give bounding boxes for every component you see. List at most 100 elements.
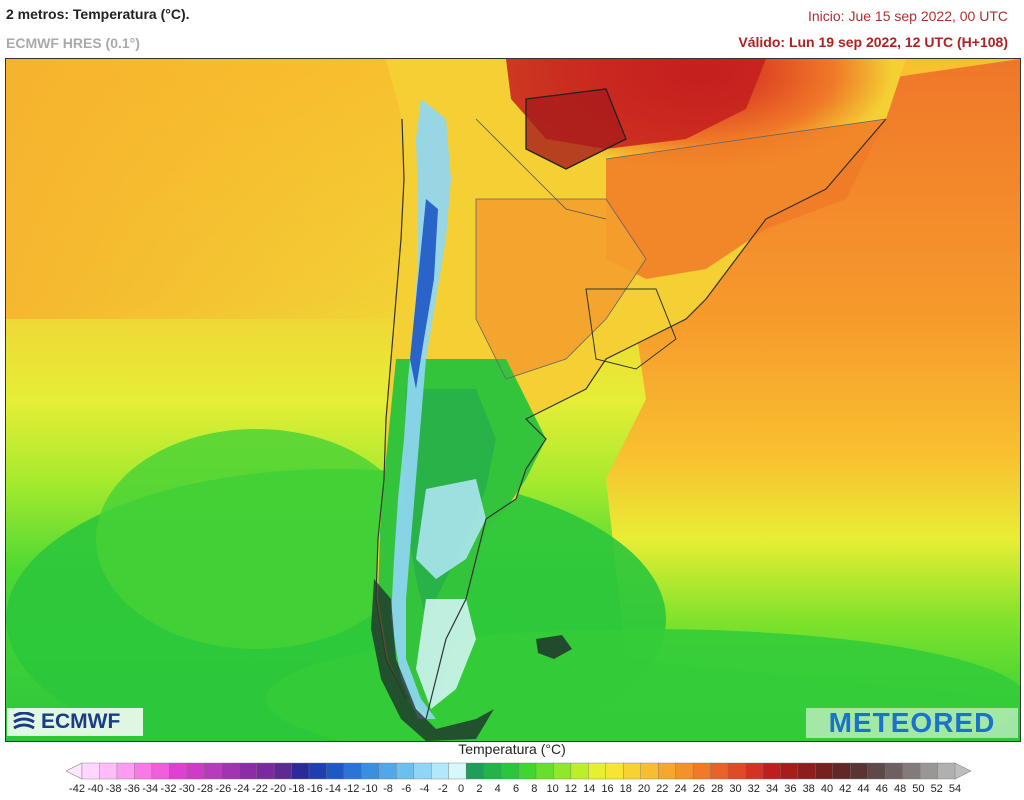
scale-swatch	[483, 762, 502, 780]
scale-swatch	[291, 762, 310, 780]
scale-tick-label: 28	[711, 783, 724, 795]
scale-swatch	[169, 762, 188, 780]
scale-tick-label: -30	[178, 783, 195, 795]
ecmwf-logo-text: ECMWF	[41, 710, 121, 733]
scale-swatch	[850, 762, 869, 780]
scale-max-arrow	[954, 762, 971, 780]
scale-tick-label: 42	[839, 783, 852, 795]
scale-swatch	[762, 762, 781, 780]
scale-tick-label: 4	[494, 783, 501, 795]
scale-tick-label: -20	[270, 783, 287, 795]
scale-swatch	[919, 762, 939, 780]
scale-tick-label: -10	[361, 783, 378, 795]
scale-swatch	[884, 762, 904, 780]
scale-swatch	[448, 762, 467, 780]
scale-tick-label: -8	[383, 783, 393, 795]
valid-time: Válido: Lun 19 sep 2022, 12 UTC (H+108)	[738, 34, 1008, 50]
scale-tick-label: -22	[251, 783, 268, 795]
scale-tick-label: -26	[215, 783, 232, 795]
scale-tick-label: 2	[476, 783, 483, 795]
scale-tick-label: 24	[674, 783, 687, 795]
color-scale-ticks: -42 -40 -38 -36 -34 -32 -30 -28 -26 -24 -22 -20 -18-…	[0, 783, 1024, 799]
legend-title: Temperatura (°C)	[458, 741, 566, 757]
scale-swatch	[326, 762, 345, 780]
scale-tick-label: 44	[857, 783, 870, 795]
scale-swatch	[588, 762, 607, 780]
scale-tick-label: -40	[87, 783, 104, 795]
scale-swatch	[692, 762, 712, 780]
scale-swatch	[413, 762, 432, 780]
scale-tick-label: -16	[306, 783, 323, 795]
meteored-logo-text: METEORED	[828, 707, 996, 738]
scale-swatch	[902, 762, 921, 780]
scale-swatch	[710, 762, 729, 780]
scale-tick-label: 12	[564, 783, 578, 795]
scale-tick-label: -6	[401, 783, 412, 795]
scale-tick-label: 32	[747, 783, 760, 795]
scale-swatch	[745, 762, 764, 780]
scale-tick-label: -42	[69, 783, 85, 795]
scale-swatch	[518, 762, 537, 780]
meteored-logo[interactable]: METEORED	[806, 707, 1018, 738]
scale-swatch	[675, 762, 694, 780]
scale-tick-label: -12	[343, 783, 360, 795]
scale-swatch	[116, 762, 135, 780]
scale-tick-label: 54	[948, 783, 962, 795]
scale-swatch	[553, 762, 572, 780]
scale-swatch	[396, 762, 415, 780]
scale-swatch	[343, 762, 362, 780]
scale-swatch	[780, 762, 799, 780]
scale-swatch	[657, 762, 677, 780]
scale-swatch	[727, 762, 746, 780]
scale-swatch	[797, 762, 816, 780]
scale-tick-label: 26	[692, 783, 706, 795]
scale-tick-label: 6	[512, 783, 520, 795]
scale-tick-label: 40	[820, 783, 834, 795]
scale-swatch	[867, 762, 886, 780]
scale-swatch	[623, 762, 642, 780]
scale-swatch	[238, 762, 258, 780]
scale-tick-label: 48	[893, 783, 907, 795]
scale-tick-label: 46	[875, 783, 888, 795]
scale-tick-label: -32	[160, 783, 177, 795]
temperature-map[interactable]	[5, 58, 1021, 742]
scale-swatch	[99, 762, 118, 780]
model-label: ECMWF HRES (0.1°)	[6, 35, 140, 51]
scale-tick-label: 20	[637, 783, 651, 795]
scale-tick-label: -2	[437, 783, 448, 795]
scale-tick-label: -18	[288, 783, 305, 795]
scale-min-arrow	[66, 762, 83, 780]
scale-tick-label: -34	[142, 783, 159, 795]
scale-swatch	[832, 762, 851, 780]
scale-swatch	[815, 762, 834, 780]
scale-swatch	[256, 762, 275, 780]
scale-tick-label: 36	[784, 783, 797, 795]
scale-tick-label: -38	[105, 783, 122, 795]
scale-tick-label: -24	[233, 783, 250, 795]
scale-tick-label: 0	[458, 783, 465, 795]
scale-tick-label: 38	[802, 783, 815, 795]
scale-tick-label: 52	[930, 783, 943, 795]
map-title: 2 metros: Temperatura (°C).	[6, 6, 190, 22]
scale-tick-label: 8	[531, 783, 538, 795]
scale-swatch	[134, 762, 153, 780]
scale-tick-label: -14	[325, 783, 342, 795]
scale-tick-label: -28	[197, 783, 213, 795]
scale-tick-label: 14	[583, 783, 596, 795]
scale-tick-label: 22	[656, 783, 669, 795]
scale-tick-label: 50	[912, 783, 925, 795]
scale-swatch	[605, 762, 624, 780]
scale-tick-label: 30	[729, 783, 742, 795]
scale-swatch	[937, 762, 956, 780]
scale-swatch	[204, 762, 223, 780]
scale-tick-label: 10	[546, 783, 559, 795]
scale-swatch	[81, 762, 100, 780]
scale-swatch	[273, 762, 293, 780]
init-time: Inicio: Jue 15 sep 2022, 00 UTC	[807, 8, 1008, 24]
scale-tick-label: 16	[601, 783, 614, 795]
scale-swatch	[535, 762, 554, 780]
scale-swatch	[640, 762, 659, 780]
ecmwf-logo[interactable]: ECMWF	[7, 708, 143, 736]
scale-tick-label: -36	[123, 783, 140, 795]
scale-swatch	[500, 762, 520, 780]
